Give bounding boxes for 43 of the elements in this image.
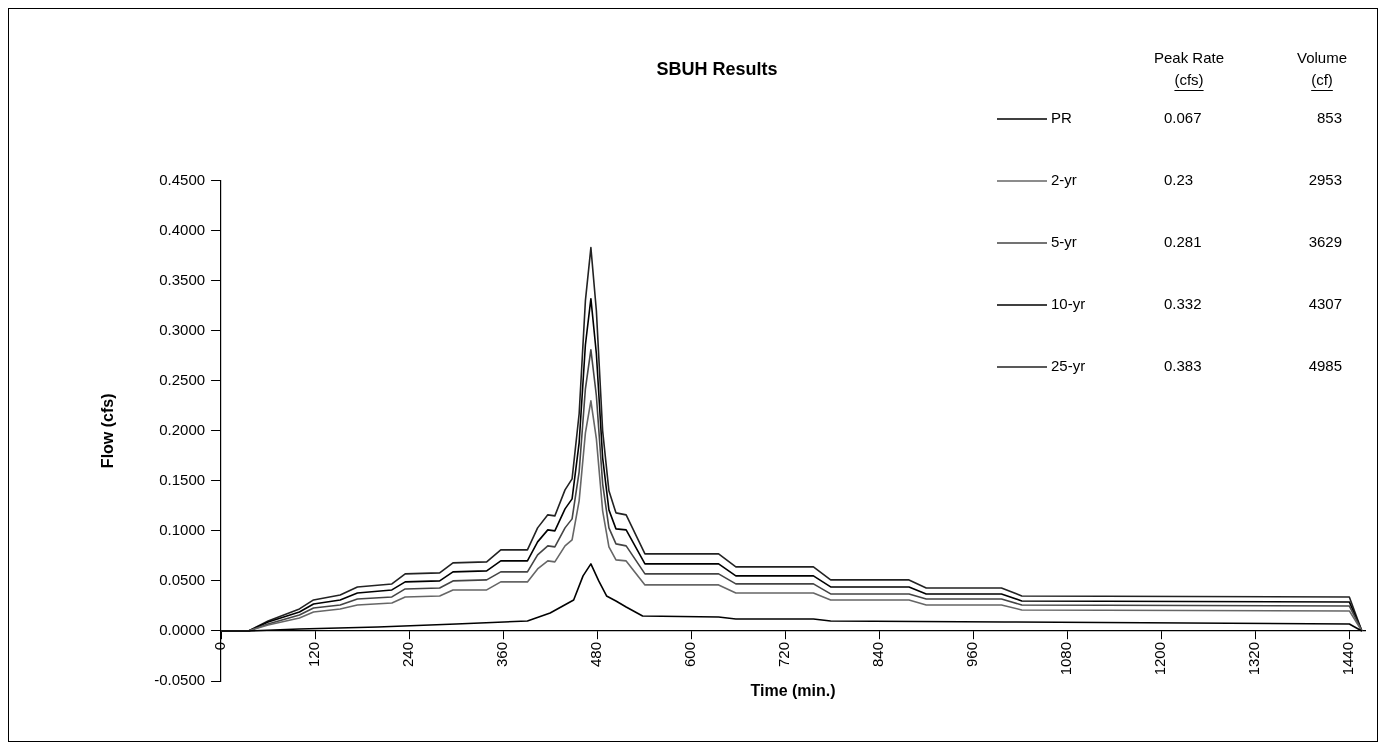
annotation: 0.383 [1164,357,1202,375]
y-tick-label: 0.4500 [159,170,206,188]
x-tick-label: 960 [963,641,981,667]
y-tick-label: 0.3500 [159,270,206,288]
x-tick-label: 240 [399,641,417,667]
x-tick-label: 480 [587,641,605,667]
x-tick-label: 1080 [1057,641,1075,676]
annotation: 0.332 [1164,295,1202,313]
annotation: 2953 [1308,171,1342,189]
legend-label: 10-yr [1051,295,1086,313]
text: Peak Rate (cfs) [1153,49,1225,89]
text: 0.067 [1164,109,1202,127]
x-axis-title: Time (min.) [750,682,836,700]
x-tick-label: 120 [305,641,323,667]
y-tick-label: 0.3000 [159,320,206,338]
annotation: 4307 [1308,295,1342,313]
y-tick-label: 0.2000 [159,420,206,438]
x-tick-label: 1200 [1151,641,1169,676]
y-tick-label: -0.0500 [154,671,206,689]
y-tick-label: 0.4000 [159,220,206,238]
x-tick-label: 1320 [1245,641,1263,676]
legend-label: 25-yr [1051,357,1086,375]
x-tick-label: 1440 [1339,641,1357,676]
x-tick-label: 360 [493,641,511,667]
text: Volume (cf) [1296,49,1348,89]
text: 853 [1316,109,1342,127]
legend-label: 2-yr [1051,171,1077,189]
y-tick-label: 0.0500 [159,571,206,589]
annotation: 0.23 [1164,171,1194,189]
y-axis-title: Flow (cfs) [99,393,117,469]
x-tick-label: 600 [681,641,699,667]
x-tick-label: 720 [775,641,793,667]
x-tick-label: 840 [869,641,887,667]
y-tick-label: 0.0000 [159,621,206,639]
y-tick-label: 0.1000 [159,521,206,539]
y-tick-label: 0.2500 [159,370,206,388]
legend-label: PR [1051,109,1072,127]
y-tick-label: 0.1500 [159,470,206,488]
legend-label: 5-yr [1051,233,1077,251]
annotation: 4985 [1308,357,1342,375]
annotation: 3629 [1308,233,1342,251]
chart-title: SBUH Results [656,58,778,79]
annotation: 0.281 [1164,233,1202,251]
